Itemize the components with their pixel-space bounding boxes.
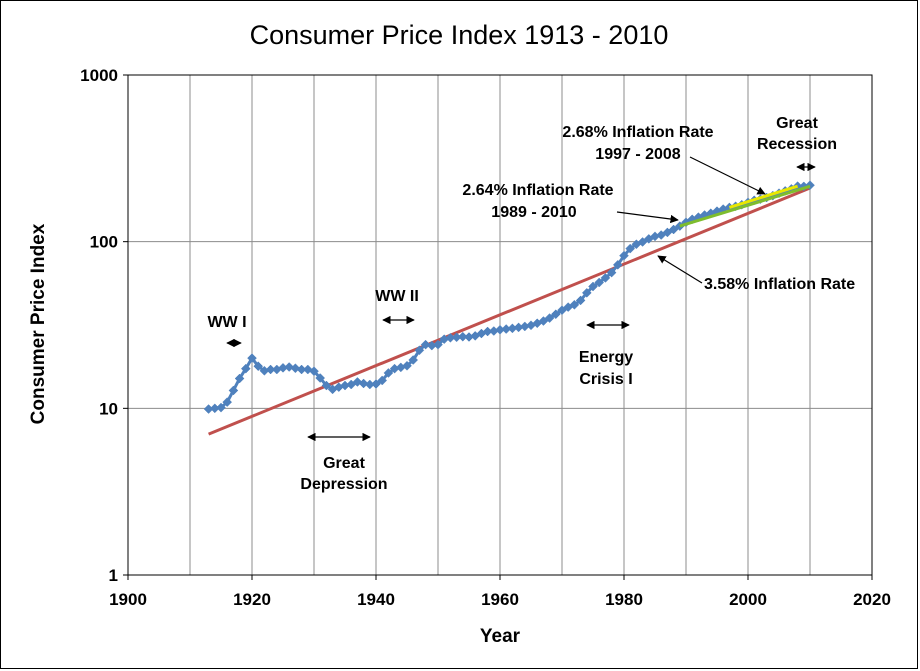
cpi-point <box>358 378 369 389</box>
cpi-point <box>457 331 468 342</box>
cpi-point <box>414 345 425 356</box>
cpi-point <box>290 363 301 374</box>
trend-line-268 <box>728 184 799 209</box>
chart-title: Consumer Price Index 1913 - 2010 <box>250 20 669 50</box>
ww1-label: WW I <box>207 314 246 331</box>
trend-line-264 <box>679 184 811 228</box>
cpi-point <box>253 361 264 372</box>
x-axis-label: Year <box>480 626 521 647</box>
cpi-point <box>619 250 629 261</box>
cpi-point <box>309 366 319 377</box>
cpi-point <box>575 295 586 306</box>
cpi-point <box>315 373 326 383</box>
y-tick-label: 1000 <box>80 66 118 85</box>
cpi-point <box>600 273 611 283</box>
cpi-point <box>383 368 394 378</box>
x-tick-label: 1920 <box>233 590 271 609</box>
x-tick-label: 1960 <box>481 590 519 609</box>
cpi-point <box>228 385 239 396</box>
cpi-point <box>216 402 226 413</box>
x-tick-label: 1900 <box>109 590 147 609</box>
cpi-point <box>408 355 419 365</box>
cpi-point <box>550 309 561 320</box>
tick-labels: 1900 1920 1940 1960 1980 2000 2020 1 10 100 1000 <box>80 66 891 609</box>
cpi-point <box>588 281 598 292</box>
cpi-point <box>544 313 555 323</box>
annotations: WW I WW II Great Depression Energy Crisi… <box>207 115 855 493</box>
y-tick-label: 1 <box>109 566 118 585</box>
cpi-point <box>402 360 412 371</box>
rate-264-arrow <box>616 211 679 224</box>
rate-264-label-line2: 1989 - 2010 <box>491 204 577 221</box>
great-recession-label-line1: Great <box>776 115 818 132</box>
rate-268-arrow <box>689 156 766 195</box>
x-tick-label: 1940 <box>357 590 395 609</box>
trend-line-358 <box>208 186 811 436</box>
cpi-point <box>240 363 251 374</box>
great-recession-label-line2: Recession <box>757 136 837 153</box>
y-tick-label: 10 <box>99 399 118 418</box>
cpi-point <box>284 362 295 372</box>
cpi-point <box>371 379 381 389</box>
x-tick-label: 2000 <box>729 590 767 609</box>
cpi-point <box>321 380 332 391</box>
ww2-label: WW II <box>375 288 419 305</box>
cpi-point <box>606 267 617 278</box>
rate-358-arrow <box>657 255 703 284</box>
cpi-point <box>433 339 443 350</box>
x-tick-label: 2020 <box>853 590 891 609</box>
y-tick-label: 100 <box>90 233 118 252</box>
cpi-point <box>612 259 623 270</box>
rate-268-label-line1: 2.68% Inflation Rate <box>562 124 713 141</box>
great-depression-label-line2: Depression <box>300 476 387 493</box>
cpi-point <box>569 299 580 310</box>
series-layer <box>203 180 815 436</box>
energy-crisis-label-line1: Energy <box>579 349 633 366</box>
energy-crisis-label-line2: Crisis I <box>579 371 632 388</box>
rate-264-label-line1: 2.64% Inflation Rate <box>462 182 613 199</box>
cpi-point <box>594 277 605 288</box>
rate-358-label: 3.58% Inflation Rate <box>704 276 855 293</box>
rate-268-label-line2: 1997 - 2008 <box>595 146 681 163</box>
cpi-point <box>420 339 431 350</box>
cpi-point <box>581 288 592 298</box>
cpi-point <box>668 224 679 235</box>
great-depression-label-line1: Great <box>323 455 365 472</box>
x-tick-label: 1980 <box>605 590 643 609</box>
cpi-point <box>247 353 257 364</box>
cpi-point <box>377 375 388 386</box>
cpi-point <box>222 397 233 407</box>
cpi-point <box>234 373 245 384</box>
y-axis-label: Consumer Price Index <box>28 223 49 424</box>
cpi-point <box>625 243 636 254</box>
grid-lines <box>128 75 872 575</box>
